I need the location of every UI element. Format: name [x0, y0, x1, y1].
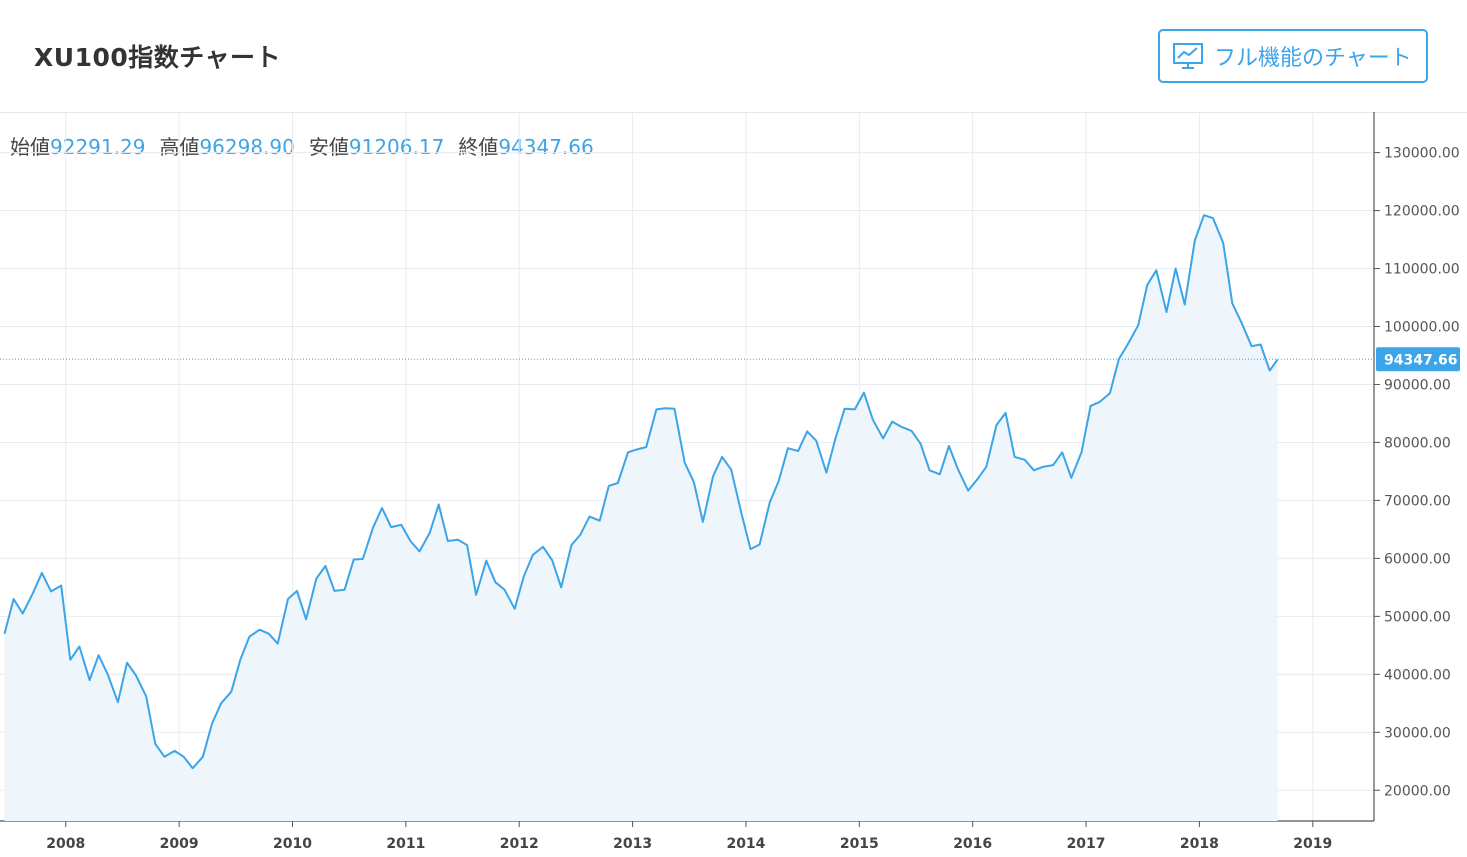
full-chart-label: フル機能のチャート	[1214, 46, 1412, 71]
x-tick-label: 2009	[160, 836, 199, 852]
x-tick-label: 2013	[613, 836, 652, 852]
x-tick-label: 2017	[1067, 836, 1106, 852]
open-label: 始値	[10, 135, 50, 159]
low-label: 安値	[308, 135, 349, 159]
y-tick-label: 110000.00	[1384, 262, 1460, 278]
x-tick-label: 2008	[46, 836, 85, 852]
high-value: 96298.90	[199, 135, 295, 159]
close-label: 終値	[458, 135, 499, 159]
x-tick-label: 2015	[840, 836, 879, 852]
x-tick-label: 2012	[500, 836, 539, 852]
last-value-badge	[1376, 347, 1460, 372]
y-tick-label: 30000.00	[1384, 725, 1451, 741]
y-tick-label: 90000.00	[1384, 377, 1451, 393]
x-tick-label: 2018	[1180, 836, 1219, 852]
last-value-label: 94347.66	[1384, 352, 1458, 368]
y-tick-label: 40000.00	[1384, 667, 1451, 683]
y-tick-label: 50000.00	[1384, 609, 1451, 625]
y-tick-label: 60000.00	[1384, 551, 1451, 567]
y-tick-label: 70000.00	[1384, 493, 1451, 509]
line-chart-icon	[1172, 42, 1204, 70]
series-area	[4, 215, 1278, 821]
x-tick-label: 2011	[386, 836, 425, 852]
x-tick-label: 2016	[953, 836, 992, 852]
x-tick-label: 2014	[726, 836, 765, 852]
full-chart-button[interactable]: フル機能のチャート	[1158, 29, 1428, 83]
header-divider	[0, 112, 1467, 113]
y-tick-label: 80000.00	[1384, 435, 1451, 451]
y-tick-label: 130000.00	[1384, 146, 1460, 162]
x-tick-label: 2010	[273, 836, 312, 852]
y-tick-label: 120000.00	[1384, 204, 1460, 220]
page-title: XU100指数チャート	[34, 43, 282, 72]
low-value: 91206.17	[348, 135, 445, 159]
price-chart[interactable]: 20000.00 30000.00 40000.00 50000.00 60000.00…	[0, 112, 1467, 857]
series-line	[3, 214, 1279, 770]
y-tick-label: 20000.00	[1384, 783, 1451, 799]
close-value: 94347.66	[498, 135, 594, 159]
y-tick-label: 100000.00	[1384, 319, 1460, 335]
x-tick-label: 2019	[1293, 836, 1332, 852]
